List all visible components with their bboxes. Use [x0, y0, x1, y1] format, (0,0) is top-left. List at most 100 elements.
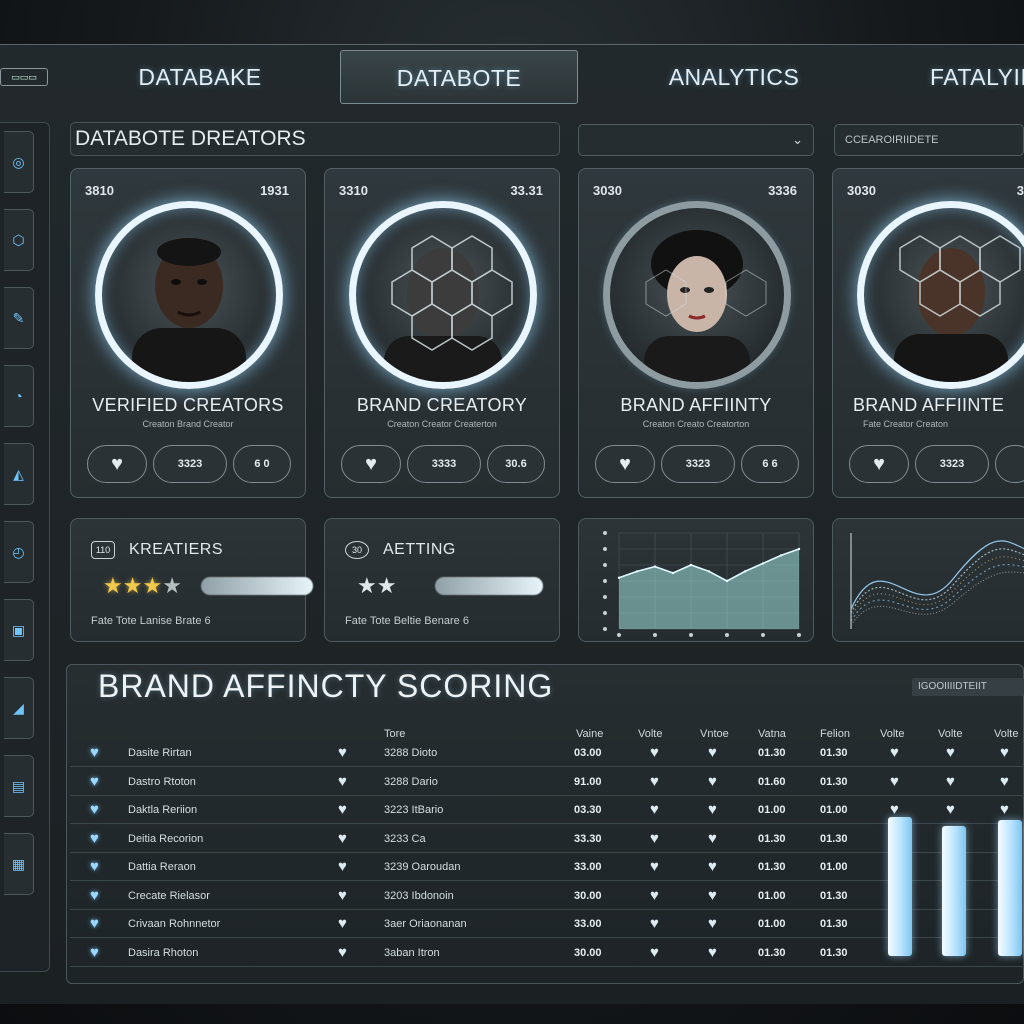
- sidebar-box-icon[interactable]: ▦: [4, 833, 34, 895]
- like-button[interactable]: ♥: [595, 445, 655, 483]
- heart-icon[interactable]: ♥: [650, 858, 659, 875]
- row-code: 3aer Oriaonanan: [384, 918, 467, 930]
- creator-card-verified[interactable]: 3810 1931 VERIFIED CREATORS Creaton Bran…: [70, 168, 306, 498]
- sidebar-clock-icon[interactable]: ◴: [4, 521, 34, 583]
- data-point: [761, 562, 765, 565]
- wave-chart-card[interactable]: [832, 518, 1024, 642]
- score-button[interactable]: 6 0: [233, 445, 291, 483]
- favorite-heart-icon[interactable]: ♥: [90, 858, 99, 875]
- stat-button[interactable]: 3323: [661, 445, 735, 483]
- heart-icon[interactable]: ♥: [338, 744, 347, 761]
- favorite-heart-icon[interactable]: ♥: [90, 773, 99, 790]
- tab-analytics[interactable]: ANALYTICS: [668, 64, 800, 90]
- sidebar-chart-icon[interactable]: ◭: [4, 443, 34, 505]
- col-header-volte[interactable]: Volte: [638, 728, 663, 740]
- favorite-heart-icon[interactable]: ♥: [90, 801, 99, 818]
- score-button[interactable]: 6 6: [741, 445, 799, 483]
- brand-affinity-table-panel: [66, 664, 1024, 984]
- y-tick-mark: [603, 547, 607, 551]
- heart-icon[interactable]: ♥: [708, 830, 717, 847]
- col-header-vatna[interactable]: Vatna: [758, 728, 786, 740]
- heart-icon[interactable]: ♥: [946, 801, 955, 818]
- heart-icon[interactable]: ♥: [338, 801, 347, 818]
- heart-icon[interactable]: ♥: [650, 801, 659, 818]
- col-header-vntoe[interactable]: Vntoe: [700, 728, 729, 740]
- heart-icon[interactable]: ♥: [338, 915, 347, 932]
- tab-databote[interactable]: DATABOTE: [340, 50, 578, 104]
- heart-icon[interactable]: ♥: [650, 915, 659, 932]
- creator-card-brand-affinte[interactable]: 3030 3 BRAND AFFIINTE Fate Creator Creat…: [832, 168, 1024, 498]
- creator-card-brand-affinity[interactable]: 3030 3336 BRAND AFFIINTY Creaton Creato …: [578, 168, 814, 498]
- sidebar-target-icon[interactable]: ◔: [4, 365, 34, 427]
- sidebar-pen-icon[interactable]: ✎: [4, 287, 34, 349]
- heart-icon[interactable]: ♥: [708, 944, 717, 961]
- heart-icon[interactable]: ♥: [338, 858, 347, 875]
- heart-icon[interactable]: ♥: [1000, 744, 1009, 761]
- heart-icon[interactable]: ♥: [338, 887, 347, 904]
- search-field[interactable]: CCEAROIRIIDETE: [834, 124, 1024, 156]
- heart-icon[interactable]: ♥: [708, 801, 717, 818]
- stat-button[interactable]: 3333: [407, 445, 481, 483]
- heart-icon[interactable]: ♥: [708, 773, 717, 790]
- creator-card-brand-creatory[interactable]: 3310 33.31 BRAND CREATORY Creaton Creato…: [324, 168, 560, 498]
- star-icon: ★: [122, 573, 143, 598]
- col-header-volte-2[interactable]: Volte: [880, 728, 905, 740]
- heart-icon[interactable]: ♥: [708, 858, 717, 875]
- heart-icon[interactable]: ♥: [890, 744, 899, 761]
- heart-icon[interactable]: ♥: [708, 915, 717, 932]
- heart-icon[interactable]: ♥: [946, 773, 955, 790]
- heart-icon[interactable]: ♥: [1000, 801, 1009, 818]
- heart-icon[interactable]: ♥: [338, 830, 347, 847]
- heart-icon[interactable]: ♥: [890, 801, 899, 818]
- heart-icon[interactable]: ♥: [650, 773, 659, 790]
- heart-icon[interactable]: ♥: [650, 887, 659, 904]
- star-icon: ★: [162, 573, 182, 598]
- table-filter-tag[interactable]: IGOOIIIIDTEIIT: [912, 678, 1024, 696]
- col-header-tore[interactable]: Tore: [384, 728, 406, 740]
- aetting-rating-card[interactable]: 30 AETTING ★★ Fate Tote Beltie Benare 6: [324, 518, 560, 642]
- heart-icon[interactable]: ♥: [650, 744, 659, 761]
- row-value-1: 30.00: [574, 890, 602, 902]
- heart-icon[interactable]: ♥: [708, 887, 717, 904]
- heart-icon[interactable]: ♥: [650, 944, 659, 961]
- logo-badge[interactable]: ▭▭▭: [0, 68, 48, 86]
- col-header-vaine[interactable]: Vaine: [576, 728, 604, 740]
- score-level-bar: [888, 817, 912, 956]
- sidebar-graph-icon[interactable]: ◢: [4, 677, 34, 739]
- sidebar-settings-icon[interactable]: ◎: [4, 131, 34, 193]
- stat-button[interactable]: 3323: [915, 445, 989, 483]
- card-stat-right: 3336: [768, 183, 797, 198]
- sidebar-folder-icon[interactable]: ▤: [4, 755, 34, 817]
- col-header-felion[interactable]: Felion: [820, 728, 850, 740]
- score-button[interactable]: 30.6: [487, 445, 545, 483]
- stat-button[interactable]: 3323: [153, 445, 227, 483]
- score-button[interactable]: [995, 445, 1024, 483]
- col-header-volte-3[interactable]: Volte: [938, 728, 963, 740]
- like-button[interactable]: ♥: [341, 445, 401, 483]
- sidebar-cart-icon[interactable]: ▣: [4, 599, 34, 661]
- sidebar-hex-icon[interactable]: ⬡: [4, 209, 34, 271]
- favorite-heart-icon[interactable]: ♥: [90, 830, 99, 847]
- heart-icon[interactable]: ♥: [890, 773, 899, 790]
- row-value-3: 01.00: [820, 861, 848, 873]
- heart-icon[interactable]: ♥: [946, 744, 955, 761]
- like-button[interactable]: ♥: [87, 445, 147, 483]
- favorite-heart-icon[interactable]: ♥: [90, 744, 99, 761]
- heart-icon[interactable]: ♥: [650, 830, 659, 847]
- like-button[interactable]: ♥: [849, 445, 909, 483]
- favorite-heart-icon[interactable]: ♥: [90, 944, 99, 961]
- filter-dropdown[interactable]: ⌄: [578, 124, 814, 156]
- col-header-volte-4[interactable]: Volte: [994, 728, 1019, 740]
- heart-icon[interactable]: ♥: [708, 744, 717, 761]
- y-tick-mark: [603, 611, 607, 615]
- favorite-heart-icon[interactable]: ♥: [90, 887, 99, 904]
- heart-icon[interactable]: ♥: [1000, 773, 1009, 790]
- heart-icon[interactable]: ♥: [338, 773, 347, 790]
- trend-chart-card[interactable]: [578, 518, 814, 642]
- row-code: 3288 Dioto: [384, 747, 438, 759]
- tab-databake[interactable]: DATABAKE: [138, 64, 262, 90]
- creatiers-rating-card[interactable]: 110 KREATIERS ★★★★ Fate Tote Lanise Brat…: [70, 518, 313, 642]
- tab-fatalyii[interactable]: FATALYII: [930, 64, 1024, 90]
- favorite-heart-icon[interactable]: ♥: [90, 915, 99, 932]
- heart-icon[interactable]: ♥: [338, 944, 347, 961]
